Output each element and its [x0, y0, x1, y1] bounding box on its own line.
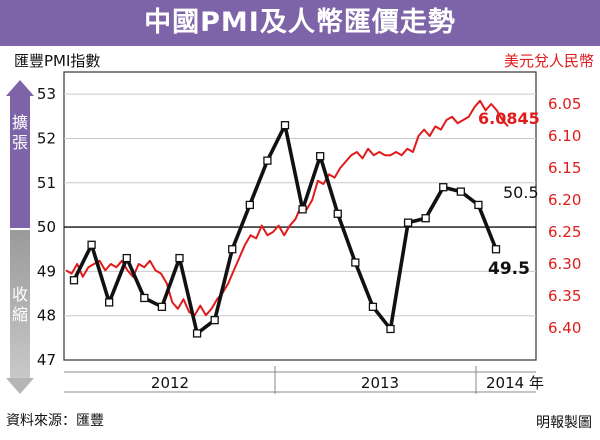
pmi-point-20 [421, 214, 430, 223]
left-tick-50: 50 [37, 218, 56, 236]
pmi-point-19 [403, 218, 413, 227]
expand-label-1: 擴 [12, 113, 28, 132]
right-tick-6.25: 6.25 [548, 223, 581, 241]
left-tick-48: 48 [37, 307, 56, 325]
source-note: 資料來源：匯豐 [6, 413, 104, 429]
contract-label-1: 收 [12, 285, 28, 304]
pmi-series-line [72, 123, 498, 336]
x-label-2014: 2014 年 [486, 374, 544, 392]
title-bar [0, 0, 600, 46]
right-ticks: 6.05 6.10 6.15 6.20 6.25 6.30 6.35 6.40 [548, 95, 581, 337]
contract-band [10, 230, 30, 378]
right-tick-6.20: 6.20 [548, 191, 581, 209]
pmi-point-9 [228, 245, 237, 254]
right-tick-6.30: 6.30 [548, 255, 581, 273]
right-tick-6.40: 6.40 [548, 319, 581, 337]
plot-frame [63, 71, 537, 361]
right-tick-6.35: 6.35 [548, 287, 581, 305]
pmi-point-23 [474, 200, 483, 210]
fx-end-label: 6.0845 [478, 109, 540, 128]
chart-title: 中國PMI及人幣匯價走勢 [144, 7, 456, 38]
pmi-point-22 [456, 187, 465, 196]
side-band [6, 80, 34, 394]
left-axis-title: 匯豐PMI指數 [14, 52, 101, 70]
left-ticks: 47 48 49 50 51 52 53 [37, 85, 56, 369]
x-label-2013: 2013 [361, 374, 399, 392]
credit-note: 明報製圖 [536, 415, 592, 431]
pmi-point-10 [245, 200, 254, 210]
gridlines [64, 93, 536, 317]
pmi-point-11 [263, 156, 272, 165]
right-tick-6.15: 6.15 [548, 159, 581, 177]
contract-label-2: 縮 [12, 305, 28, 324]
pmi-end-label-last: 49.5 [488, 259, 530, 279]
pmi-point-16 [351, 258, 360, 267]
x-axis [64, 366, 536, 394]
pmi-point-0 [69, 276, 79, 285]
x-label-2012: 2012 [151, 374, 189, 392]
pmi-point-21 [439, 183, 448, 192]
pmi-point-8 [210, 315, 219, 325]
pmi-point-4 [140, 293, 149, 303]
pmi-point-18 [386, 324, 395, 334]
pmi-point-5 [157, 302, 167, 311]
pmi-point-12 [280, 121, 290, 130]
left-tick-52: 52 [37, 129, 56, 147]
pmi-point-14 [316, 152, 325, 161]
right-tick-6.05: 6.05 [548, 95, 581, 113]
left-tick-53: 53 [37, 85, 56, 103]
pmi-point-6 [175, 253, 184, 263]
right-axis-title: 美元兌人民幣 [503, 52, 594, 70]
expand-band [10, 96, 30, 228]
pmi-point-17 [368, 302, 378, 311]
pmi-point-15 [333, 209, 342, 218]
contract-arrow-head [6, 378, 34, 394]
left-tick-49: 49 [37, 262, 56, 280]
pmi-point-7 [192, 329, 202, 338]
pmi-end-label-prev: 50.5 [503, 183, 539, 202]
expand-arrow-head [6, 80, 34, 96]
right-tick-6.10: 6.10 [548, 127, 581, 145]
expand-label-2: 張 [12, 133, 28, 152]
pmi-points [69, 121, 501, 338]
pmi-point-1 [87, 240, 96, 249]
pmi-point-2 [105, 298, 114, 307]
left-tick-51: 51 [37, 174, 56, 192]
left-tick-47: 47 [37, 351, 56, 369]
fx-series-line [65, 99, 509, 317]
pmi-point-3 [122, 253, 131, 263]
pmi-point-13 [298, 205, 307, 214]
pmi-point-24 [491, 245, 501, 254]
